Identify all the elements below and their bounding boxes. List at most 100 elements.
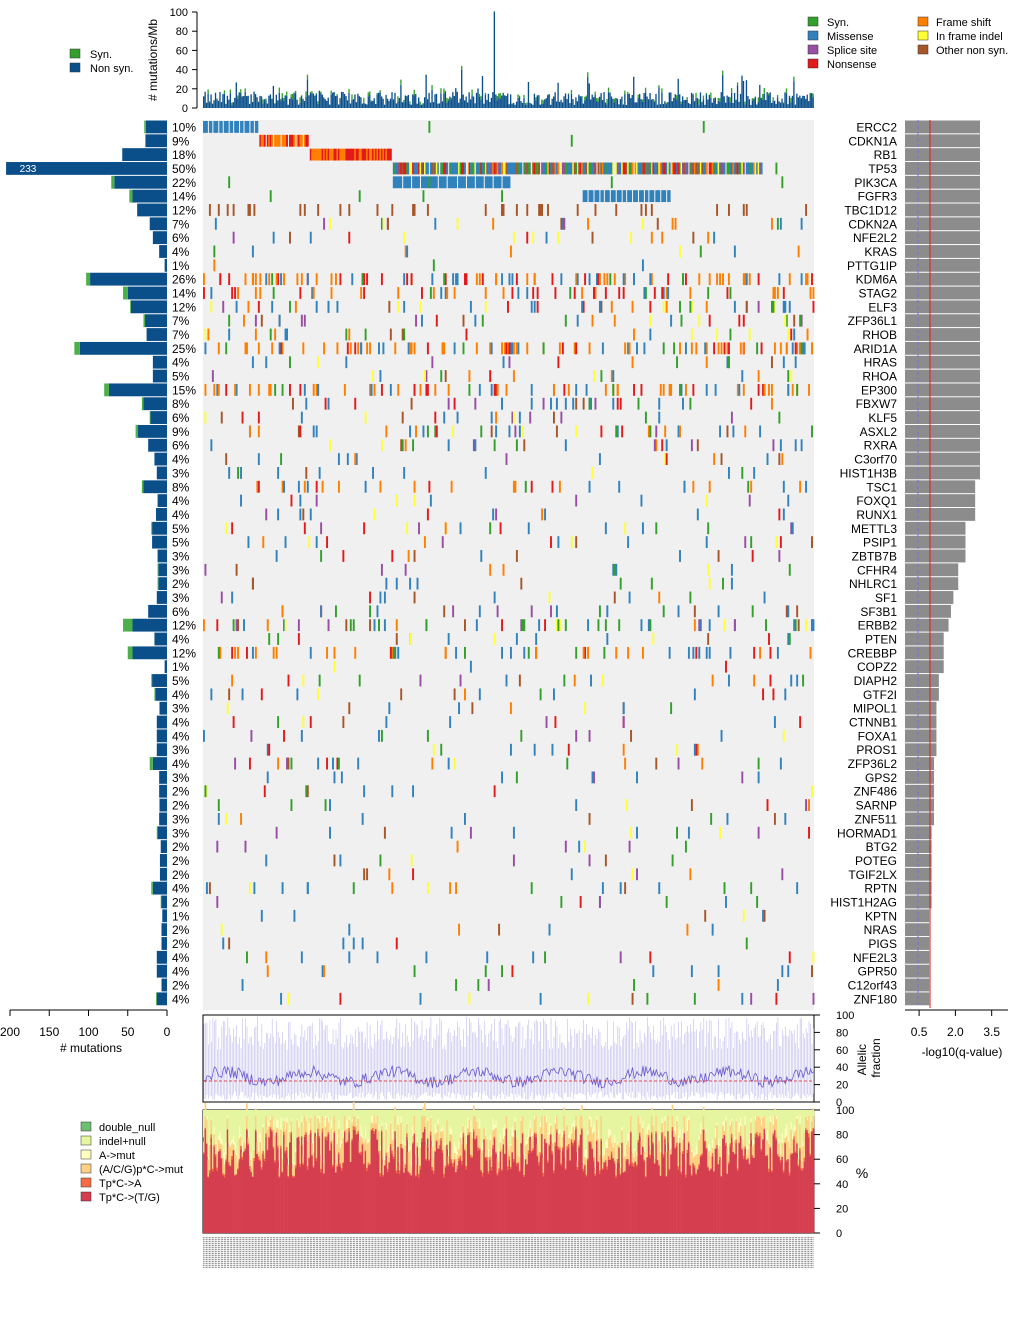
mutation-cell: [517, 342, 520, 355]
mutation-cell: [469, 300, 472, 313]
mutation-cell: [265, 508, 268, 521]
spec-acg: [466, 1128, 469, 1135]
mutation-cell: [388, 702, 391, 715]
spec-tpc-a: [716, 1145, 718, 1149]
mutation-cell: [345, 148, 348, 161]
mutation-cell: [501, 204, 504, 216]
spec-tpc-a: [287, 1175, 290, 1178]
count-bar: [161, 895, 167, 909]
mutation-cell: [717, 550, 720, 562]
spec-acg: [306, 1142, 309, 1167]
mutation-cell: [315, 480, 318, 493]
mutation-cell: [520, 729, 523, 742]
burden-bar-syn: [409, 101, 411, 104]
mutation-cell: [453, 176, 456, 189]
spec-indel: [507, 1110, 509, 1144]
spec-tpc-a: [558, 1147, 561, 1151]
spec-indel: [541, 1110, 543, 1117]
mutation-cell: [311, 148, 314, 161]
spec-indel: [266, 1110, 269, 1120]
spec-tpc-a: [725, 1143, 727, 1147]
burden-bar: [710, 97, 712, 108]
mutation-cell: [265, 356, 268, 369]
mutation-cell: [401, 328, 404, 341]
spec-acg: [573, 1130, 576, 1140]
spec-indel: [407, 1110, 410, 1141]
burden-bar: [386, 98, 389, 108]
mutation-cell: [631, 162, 634, 175]
spec-indel: [751, 1110, 754, 1141]
spec-indel: [216, 1110, 219, 1144]
mutation-cell: [486, 176, 489, 189]
spec-acg: [254, 1108, 257, 1130]
mutation-cell: [373, 508, 376, 521]
mutation-cell: [747, 162, 750, 175]
spec-indel: [756, 1110, 758, 1117]
mutation-cell-syn: [702, 121, 705, 133]
mutation-cell: [262, 536, 265, 549]
mutation-cell: [567, 383, 570, 396]
spec-indel: [284, 1110, 287, 1124]
spec-indel: [397, 1110, 400, 1117]
spec-acg: [329, 1140, 331, 1151]
percent-label: 6%: [172, 231, 190, 245]
spec-tpc-tg: [302, 1164, 305, 1233]
spec-tpc-tg: [598, 1174, 601, 1233]
mutation-cell: [389, 646, 392, 659]
mutation-cell: [554, 162, 557, 175]
burden-bar-syn: [722, 70, 724, 75]
mutation-cell: [705, 646, 708, 659]
spec-tpc-a: [517, 1162, 520, 1164]
mutation-cell: [594, 162, 597, 175]
burden-bar: [760, 97, 762, 108]
spec-acg: [472, 1105, 475, 1130]
mutation-cell: [613, 314, 616, 327]
spec-tpc-tg: [283, 1134, 285, 1233]
mutation-cell: [363, 868, 366, 881]
spec-tpc-tg: [524, 1159, 527, 1233]
spec-acg: [658, 1140, 661, 1165]
mutation-cell: [811, 273, 813, 286]
mutation-cell: [459, 162, 462, 175]
mutation-cell-syn: [679, 383, 681, 396]
mutation-cell: [679, 245, 681, 258]
spec-tpc-a: [802, 1168, 804, 1171]
spec-indel: [769, 1110, 772, 1117]
mutation-cell: [468, 176, 471, 189]
mutation-cell: [478, 688, 481, 701]
mutation-cell: [498, 176, 501, 189]
mutation-cell: [410, 342, 413, 355]
mutation-cell: [431, 176, 434, 189]
spec-acg: [639, 1123, 641, 1133]
mutation-cell-syn: [610, 176, 613, 189]
mutation-cell-syn: [603, 646, 606, 659]
mutation-cell: [406, 176, 409, 189]
spec-acg: [346, 1128, 349, 1141]
spec-tpc-tg: [490, 1170, 493, 1233]
spec-tpc-a: [756, 1131, 758, 1135]
spec-legend-label: Tp*C->A: [99, 1178, 142, 1190]
burden-bar: [496, 100, 498, 108]
burden-bar-syn: [351, 94, 353, 100]
legend-inframe-label: In frame indel: [936, 31, 1003, 43]
spec-tpc-a: [512, 1158, 515, 1163]
spec-acg: [489, 1140, 492, 1157]
burden-bar-syn: [680, 101, 682, 104]
spec-acg: [604, 1148, 607, 1161]
mutation-cell: [247, 121, 250, 133]
mutation-cell: [231, 287, 234, 299]
burden-bar-syn: [768, 93, 770, 96]
count-bar: [146, 328, 167, 341]
spec-tpc-tg: [507, 1169, 509, 1233]
mutation-cell: [633, 190, 636, 203]
spec-tpc-a: [560, 1163, 563, 1166]
spec-tpc-a: [739, 1135, 742, 1137]
mutation-cell-syn: [392, 646, 395, 659]
mutation-cell: [305, 397, 308, 410]
spec-tpc-a: [684, 1174, 687, 1178]
spec-indel: [584, 1110, 586, 1150]
spec-acg: [308, 1134, 311, 1158]
burden-bar: [597, 101, 599, 108]
mutation-cell: [544, 619, 547, 632]
mutation-cell: [493, 162, 496, 175]
